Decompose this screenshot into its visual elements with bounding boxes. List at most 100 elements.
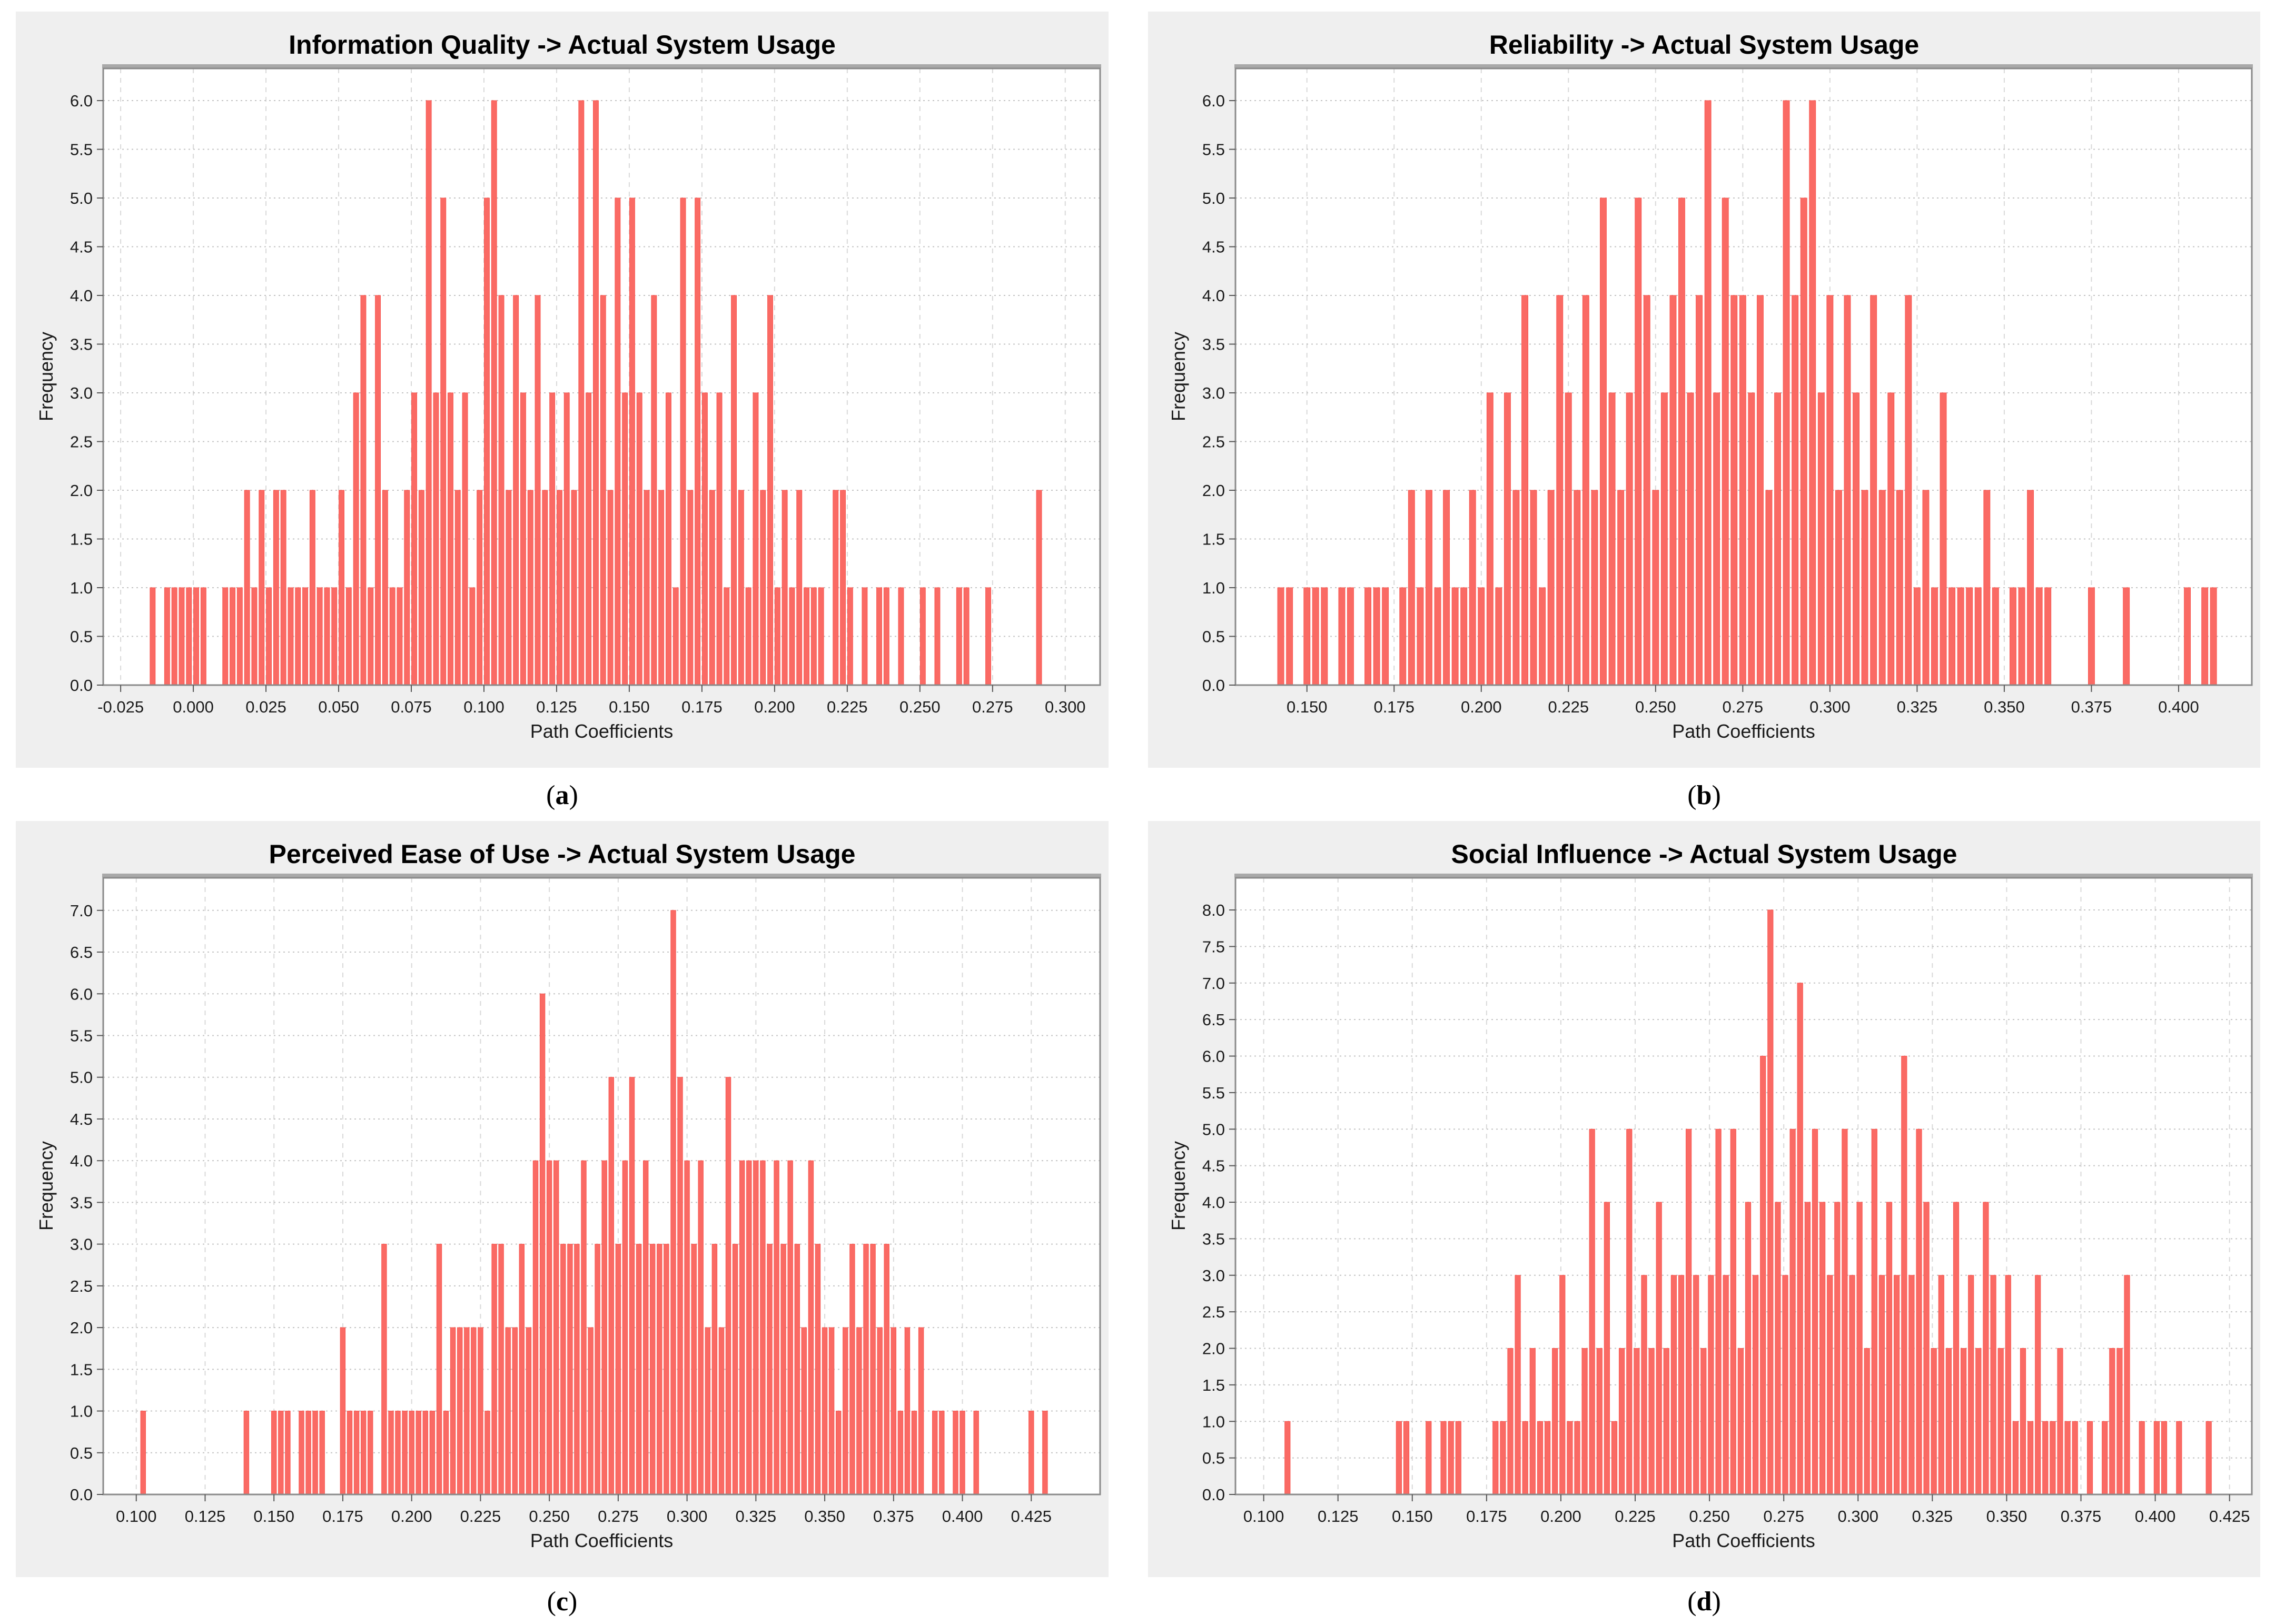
svg-text:0.175: 0.175 bbox=[681, 698, 723, 716]
svg-text:0.150: 0.150 bbox=[609, 698, 650, 716]
svg-text:0.150: 0.150 bbox=[1392, 1507, 1433, 1526]
svg-text:0.175: 0.175 bbox=[1466, 1507, 1507, 1526]
x-axis-label-d: Path Coefficients bbox=[1672, 1530, 1815, 1551]
svg-text:5.5: 5.5 bbox=[1202, 1084, 1225, 1102]
svg-text:0.225: 0.225 bbox=[460, 1507, 501, 1526]
svg-text:3.5: 3.5 bbox=[70, 1193, 93, 1212]
svg-text:0.300: 0.300 bbox=[1045, 698, 1086, 716]
caption-letter-d: d bbox=[1696, 1587, 1712, 1617]
svg-text:0.075: 0.075 bbox=[391, 698, 432, 716]
svg-text:1.5: 1.5 bbox=[1202, 1376, 1225, 1394]
svg-text:4.0: 4.0 bbox=[1202, 286, 1225, 305]
svg-text:0.5: 0.5 bbox=[70, 1444, 93, 1462]
svg-text:5.0: 5.0 bbox=[70, 189, 93, 207]
svg-text:4.0: 4.0 bbox=[70, 1152, 93, 1170]
svg-text:0.325: 0.325 bbox=[1897, 698, 1938, 716]
svg-text:0.225: 0.225 bbox=[1548, 698, 1589, 716]
histogram-panel-a: Information Quality -> Actual System Usa… bbox=[16, 12, 1109, 768]
svg-text:0.5: 0.5 bbox=[1202, 1449, 1225, 1468]
svg-text:3.0: 3.0 bbox=[70, 384, 93, 402]
figure-caption-d: (d) bbox=[1148, 1581, 2260, 1623]
svg-text:0.5: 0.5 bbox=[70, 628, 93, 646]
svg-text:0.375: 0.375 bbox=[2071, 698, 2112, 716]
svg-text:8.0: 8.0 bbox=[1202, 901, 1225, 919]
svg-text:0.0: 0.0 bbox=[1202, 1486, 1225, 1504]
svg-text:0.350: 0.350 bbox=[804, 1507, 845, 1526]
svg-text:1.0: 1.0 bbox=[70, 579, 93, 597]
svg-text:0.200: 0.200 bbox=[754, 698, 795, 716]
svg-text:5.5: 5.5 bbox=[70, 141, 93, 159]
svg-text:1.5: 1.5 bbox=[70, 530, 93, 549]
caption-paren-close: ) bbox=[569, 780, 578, 810]
svg-text:0.200: 0.200 bbox=[1540, 1507, 1581, 1526]
svg-text:0.375: 0.375 bbox=[2061, 1507, 2102, 1526]
caption-paren-close: ) bbox=[568, 1587, 578, 1617]
caption-paren-open: ( bbox=[1687, 780, 1697, 810]
svg-text:2.5: 2.5 bbox=[70, 433, 93, 451]
svg-text:0.300: 0.300 bbox=[1837, 1507, 1878, 1526]
svg-text:3.5: 3.5 bbox=[1202, 1230, 1225, 1248]
svg-text:5.5: 5.5 bbox=[1202, 141, 1225, 159]
histogram-panel-d: Social Influence -> Actual System Usage … bbox=[1148, 821, 2260, 1577]
svg-text:5.0: 5.0 bbox=[1202, 1120, 1225, 1138]
histogram-plot-a: -0.025 0.000 0.025 0.050 0.075 0.100 0.125 0.15… bbox=[70, 64, 1101, 716]
svg-text:2.0: 2.0 bbox=[1202, 481, 1225, 500]
svg-text:0.100: 0.100 bbox=[463, 698, 505, 716]
svg-text:0.175: 0.175 bbox=[1373, 698, 1415, 716]
x-axis-label-b: Path Coefficients bbox=[1672, 720, 1815, 742]
svg-text:4.5: 4.5 bbox=[1202, 1157, 1225, 1175]
svg-text:7.5: 7.5 bbox=[1202, 937, 1225, 956]
svg-text:6.5: 6.5 bbox=[70, 943, 93, 962]
caption-letter-a: a bbox=[555, 780, 569, 810]
svg-text:0.350: 0.350 bbox=[1986, 1507, 2027, 1526]
svg-text:0.400: 0.400 bbox=[2135, 1507, 2176, 1526]
svg-text:1.0: 1.0 bbox=[70, 1402, 93, 1421]
svg-text:0.0: 0.0 bbox=[70, 1486, 93, 1504]
svg-text:3.0: 3.0 bbox=[1202, 384, 1225, 402]
svg-text:0.325: 0.325 bbox=[1912, 1507, 1953, 1526]
caption-paren-close: ) bbox=[1712, 780, 1721, 810]
svg-text:1.5: 1.5 bbox=[1202, 530, 1225, 549]
caption-letter-c: c bbox=[556, 1587, 569, 1617]
svg-text:3.5: 3.5 bbox=[70, 335, 93, 354]
x-axis-label-c: Path Coefficients bbox=[530, 1530, 674, 1551]
figure-caption-a: (a) bbox=[16, 773, 1109, 818]
chart-title-b: Reliability -> Actual System Usage bbox=[1489, 30, 1920, 60]
svg-text:0.0: 0.0 bbox=[1202, 676, 1225, 695]
svg-text:0.125: 0.125 bbox=[536, 698, 577, 716]
caption-paren-close: ) bbox=[1712, 1587, 1721, 1617]
svg-text:1.5: 1.5 bbox=[70, 1360, 93, 1379]
svg-text:0.000: 0.000 bbox=[173, 698, 214, 716]
svg-text:6.0: 6.0 bbox=[1202, 92, 1225, 110]
svg-text:1.0: 1.0 bbox=[1202, 1412, 1225, 1431]
svg-text:2.5: 2.5 bbox=[1202, 1303, 1225, 1321]
svg-text:0.125: 0.125 bbox=[185, 1507, 226, 1526]
svg-text:0.325: 0.325 bbox=[736, 1507, 777, 1526]
svg-text:4.0: 4.0 bbox=[70, 286, 93, 305]
svg-text:0.250: 0.250 bbox=[529, 1507, 570, 1526]
svg-text:0.375: 0.375 bbox=[873, 1507, 914, 1526]
svg-text:2.0: 2.0 bbox=[1202, 1340, 1225, 1358]
svg-text:0.5: 0.5 bbox=[1202, 628, 1225, 646]
svg-text:3.0: 3.0 bbox=[70, 1235, 93, 1254]
svg-text:2.5: 2.5 bbox=[70, 1277, 93, 1295]
histogram-plot-b: 0.150 0.175 0.200 0.225 0.250 0.275 0.300 0.325… bbox=[1202, 64, 2253, 716]
svg-text:2.5: 2.5 bbox=[1202, 433, 1225, 451]
svg-text:0.200: 0.200 bbox=[1461, 698, 1502, 716]
chart-title-a: Information Quality -> Actual System Usa… bbox=[289, 30, 836, 60]
svg-text:2.0: 2.0 bbox=[70, 1319, 93, 1337]
svg-text:5.0: 5.0 bbox=[70, 1068, 93, 1087]
svg-text:0.275: 0.275 bbox=[1723, 698, 1764, 716]
svg-text:0.050: 0.050 bbox=[318, 698, 359, 716]
svg-text:6.5: 6.5 bbox=[1202, 1011, 1225, 1029]
histogram-panel-b: Reliability -> Actual System Usage Frequ… bbox=[1148, 12, 2260, 768]
svg-text:0.425: 0.425 bbox=[1011, 1507, 1052, 1526]
caption-paren-open: ( bbox=[1687, 1587, 1697, 1617]
histogram-plot-d: 0.100 0.125 0.150 0.175 0.200 0.225 0.250 0.275… bbox=[1202, 874, 2253, 1526]
figure-caption-c: (c) bbox=[16, 1581, 1109, 1623]
svg-text:0.150: 0.150 bbox=[1287, 698, 1328, 716]
svg-text:4.5: 4.5 bbox=[70, 238, 93, 256]
svg-text:0.225: 0.225 bbox=[827, 698, 868, 716]
svg-text:0.250: 0.250 bbox=[1689, 1507, 1730, 1526]
svg-text:0.400: 0.400 bbox=[942, 1507, 983, 1526]
